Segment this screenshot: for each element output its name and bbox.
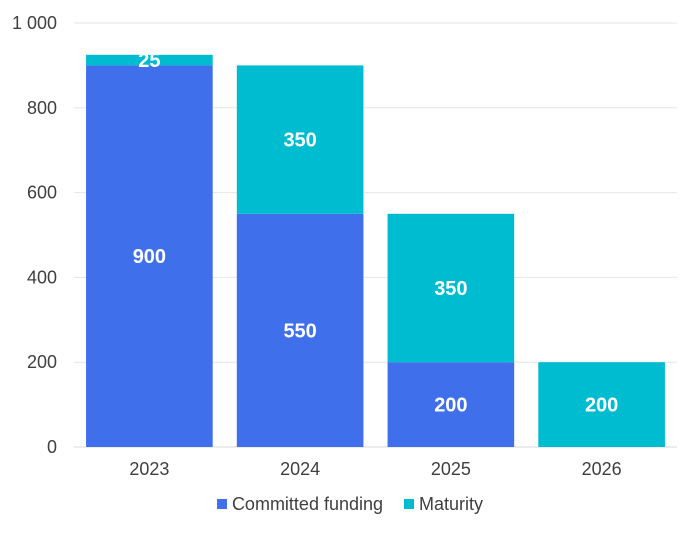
legend-label-maturity: Maturity	[419, 494, 484, 514]
x-tick-label-2025: 2025	[431, 459, 471, 479]
x-tick-label-2023: 2023	[129, 459, 169, 479]
bar-committed-funding-2024	[236, 213, 364, 447]
legend: Committed funding Maturity	[0, 494, 700, 515]
y-tick-label: 1 000	[12, 13, 57, 33]
y-tick-label: 0	[47, 437, 57, 457]
y-tick-label: 200	[27, 352, 57, 372]
bar-maturity-2025	[387, 213, 515, 363]
legend-item-committed-funding: Committed funding	[216, 494, 384, 515]
x-tick-label-2024: 2024	[280, 459, 320, 479]
data-label-committed-funding-2024: 550	[283, 320, 316, 342]
bar-maturity-2024	[236, 65, 364, 214]
x-tick-label-2026: 2026	[582, 459, 622, 479]
legend-swatch-committed-funding	[216, 499, 227, 509]
data-label-committed-funding-2025: 200	[434, 395, 467, 417]
data-label-maturity-2023: 25	[138, 50, 160, 72]
bar-maturity-2026	[538, 362, 665, 447]
bar-maturity-2023	[86, 54, 213, 66]
y-axis: 0 200 400 600 800 1 000	[12, 13, 57, 457]
y-tick-label: 600	[27, 183, 57, 203]
legend-item-maturity: Maturity	[404, 494, 483, 515]
x-axis: 2023 2024 2025 2026	[129, 459, 621, 479]
bar-committed-funding-2025	[387, 362, 515, 447]
data-label-maturity-2025: 350	[434, 278, 467, 300]
data-label-maturity-2026: 200	[585, 395, 618, 417]
bar-committed-funding-2023	[86, 65, 213, 448]
y-tick-label: 400	[27, 267, 57, 287]
legend-swatch-maturity	[404, 499, 415, 509]
legend-label-committed-funding: Committed funding	[231, 494, 384, 514]
bars: 900 25 550 350 200 350 200	[86, 50, 665, 448]
data-label-maturity-2024: 350	[283, 130, 316, 152]
y-tick-label: 800	[27, 98, 57, 118]
data-label-committed-funding-2023: 900	[133, 246, 166, 268]
